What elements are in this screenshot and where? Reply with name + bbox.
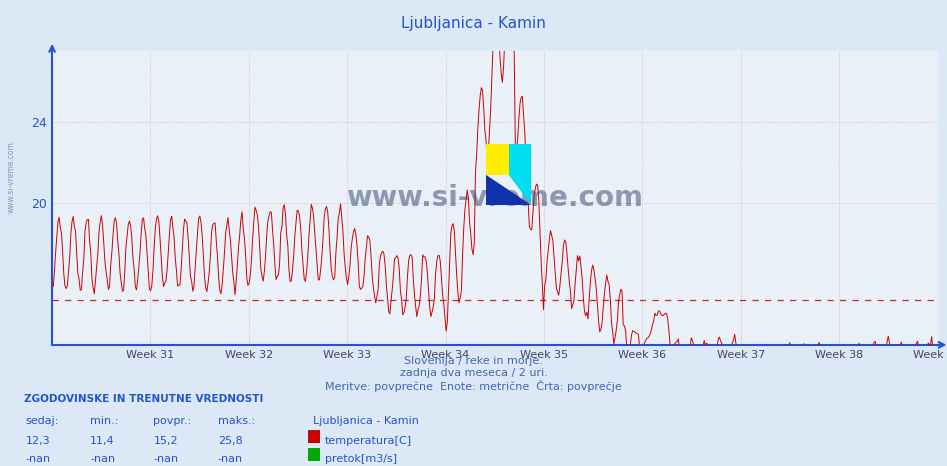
Text: Ljubljanica - Kamin: Ljubljanica - Kamin: [402, 16, 545, 31]
Text: 15,2: 15,2: [153, 436, 178, 445]
Text: 25,8: 25,8: [218, 436, 242, 445]
Text: 11,4: 11,4: [90, 436, 115, 445]
Text: min.:: min.:: [90, 416, 118, 426]
Text: Slovenija / reke in morje.: Slovenija / reke in morje.: [404, 356, 543, 366]
Text: -nan: -nan: [153, 454, 179, 464]
Text: 12,3: 12,3: [26, 436, 50, 445]
Text: -nan: -nan: [26, 454, 51, 464]
Polygon shape: [486, 144, 509, 175]
Text: pretok[m3/s]: pretok[m3/s]: [325, 454, 397, 464]
Text: www.si-vreme.com: www.si-vreme.com: [347, 184, 643, 212]
Text: sedaj:: sedaj:: [26, 416, 59, 426]
Polygon shape: [509, 144, 531, 205]
Text: ZGODOVINSKE IN TRENUTNE VREDNOSTI: ZGODOVINSKE IN TRENUTNE VREDNOSTI: [24, 394, 263, 404]
Text: Ljubljanica - Kamin: Ljubljanica - Kamin: [313, 416, 419, 426]
Text: zadnja dva meseca / 2 uri.: zadnja dva meseca / 2 uri.: [400, 368, 547, 378]
Polygon shape: [486, 175, 531, 205]
Text: maks.:: maks.:: [218, 416, 255, 426]
Polygon shape: [486, 144, 509, 175]
Text: -nan: -nan: [90, 454, 116, 464]
Text: temperatura[C]: temperatura[C]: [325, 436, 412, 445]
Text: Meritve: povprečne  Enote: metrične  Črta: povprečje: Meritve: povprečne Enote: metrične Črta:…: [325, 380, 622, 392]
Text: povpr.:: povpr.:: [153, 416, 191, 426]
Text: www.si-vreme.com: www.si-vreme.com: [7, 141, 16, 213]
Text: -nan: -nan: [218, 454, 243, 464]
